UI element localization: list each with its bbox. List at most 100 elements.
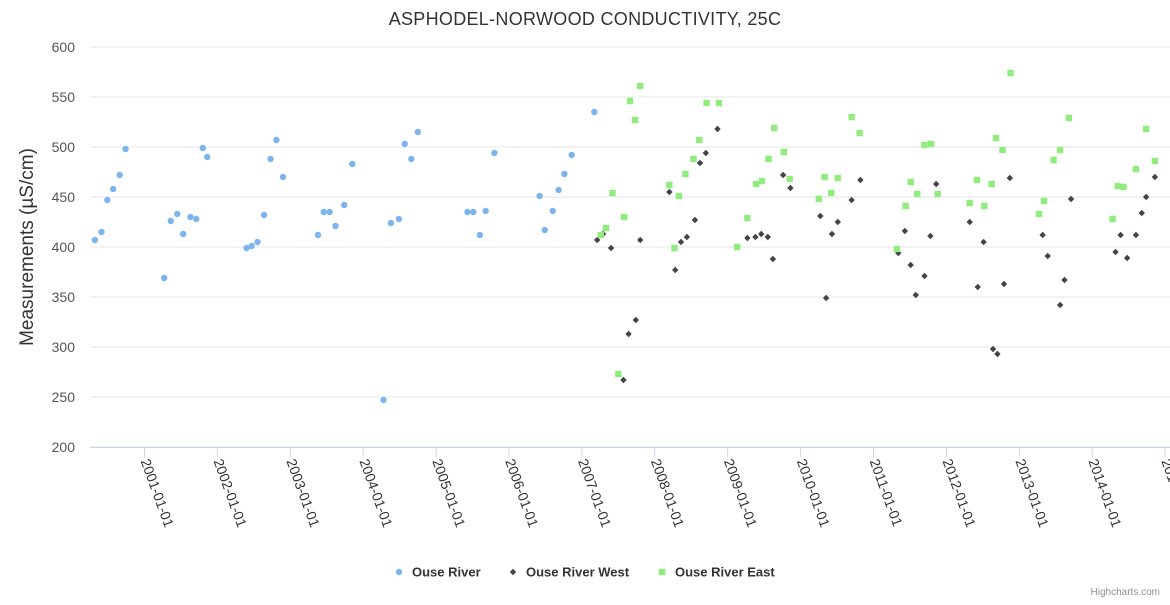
data-point[interactable] (273, 136, 280, 144)
data-point[interactable] (973, 176, 981, 184)
data-point[interactable] (1132, 165, 1140, 173)
data-point[interactable] (769, 255, 777, 263)
data-point[interactable] (243, 244, 250, 252)
data-point[interactable] (927, 232, 934, 240)
data-point[interactable] (1123, 254, 1131, 262)
data-point[interactable] (464, 208, 471, 216)
data-point[interactable] (395, 215, 403, 223)
data-point[interactable] (267, 155, 274, 163)
data-point[interactable] (470, 208, 477, 216)
data-point[interactable] (1061, 276, 1068, 284)
data-point[interactable] (248, 242, 255, 250)
data-point[interactable] (631, 116, 639, 124)
data-point[interactable] (160, 274, 168, 282)
legend-marker[interactable] (395, 568, 403, 576)
data-point[interactable] (568, 151, 575, 159)
data-point[interactable] (994, 350, 1001, 358)
data-point[interactable] (637, 82, 644, 90)
data-point[interactable] (536, 192, 543, 200)
data-point[interactable] (104, 196, 111, 204)
data-point[interactable] (857, 176, 864, 184)
data-point[interactable] (637, 236, 644, 244)
data-point[interactable] (703, 99, 710, 107)
data-point[interactable] (696, 159, 704, 167)
data-point[interactable] (682, 170, 689, 178)
data-point[interactable] (702, 149, 710, 157)
data-point[interactable] (401, 140, 408, 148)
data-point[interactable] (1120, 183, 1127, 191)
data-point[interactable] (320, 208, 328, 216)
data-point[interactable] (771, 124, 778, 132)
data-point[interactable] (1040, 197, 1048, 205)
data-point[interactable] (974, 283, 981, 291)
data-point[interactable] (856, 129, 863, 137)
data-point[interactable] (620, 376, 627, 384)
data-point[interactable] (1142, 125, 1150, 133)
data-point[interactable] (787, 184, 794, 192)
data-point[interactable] (934, 190, 941, 198)
data-point[interactable] (758, 230, 765, 238)
data-point[interactable] (174, 210, 181, 218)
legend-label[interactable]: Ouse River West (526, 565, 630, 580)
data-point[interactable] (780, 148, 788, 156)
data-point[interactable] (1151, 157, 1159, 165)
data-point[interactable] (609, 189, 616, 197)
data-point[interactable] (980, 238, 987, 246)
data-point[interactable] (1050, 156, 1057, 164)
data-point[interactable] (1138, 209, 1145, 217)
data-point[interactable] (109, 185, 117, 193)
data-point[interactable] (279, 173, 287, 181)
data-point[interactable] (98, 228, 105, 236)
data-point[interactable] (408, 155, 415, 163)
data-point[interactable] (591, 108, 598, 116)
data-point[interactable] (193, 215, 200, 223)
data-point[interactable] (912, 291, 919, 299)
data-point[interactable] (541, 226, 548, 234)
data-point[interactable] (966, 218, 973, 226)
data-point[interactable] (992, 134, 1000, 142)
data-point[interactable] (341, 201, 348, 209)
data-point[interactable] (744, 234, 751, 242)
data-point[interactable] (1044, 252, 1051, 260)
data-point[interactable] (1117, 231, 1124, 239)
data-point[interactable] (597, 231, 605, 239)
data-point[interactable] (714, 125, 721, 133)
data-point[interactable] (349, 160, 356, 168)
data-point[interactable] (914, 190, 921, 198)
legend-marker[interactable] (509, 568, 517, 576)
data-point[interactable] (733, 243, 741, 251)
data-point[interactable] (779, 171, 787, 179)
data-point[interactable] (187, 213, 194, 221)
data-point[interactable] (314, 231, 322, 239)
data-point[interactable] (632, 316, 640, 324)
data-point[interactable] (122, 145, 129, 153)
data-point[interactable] (932, 180, 940, 188)
data-point[interactable] (1056, 146, 1064, 154)
data-point[interactable] (179, 230, 187, 238)
credit-link[interactable]: Highcharts.com (1091, 587, 1160, 598)
data-point[interactable] (1132, 231, 1140, 239)
data-point[interactable] (907, 261, 914, 269)
legend-item-ouse-river[interactable]: Ouse River (395, 565, 481, 580)
data-point[interactable] (1039, 231, 1046, 239)
data-point[interactable] (988, 180, 995, 188)
data-point[interactable] (834, 218, 841, 226)
data-point[interactable] (715, 99, 723, 107)
data-point[interactable] (672, 266, 679, 274)
data-point[interactable] (476, 231, 484, 239)
data-point[interactable] (1035, 210, 1043, 218)
data-point[interactable] (167, 217, 174, 225)
data-point[interactable] (927, 140, 935, 148)
legend-item-ouse-river-west[interactable]: Ouse River West (509, 565, 630, 580)
data-point[interactable] (921, 272, 928, 280)
data-point[interactable] (387, 219, 395, 227)
data-point[interactable] (675, 192, 683, 200)
data-point[interactable] (907, 178, 914, 186)
data-point[interactable] (834, 174, 841, 182)
data-point[interactable] (1109, 215, 1116, 223)
data-point[interactable] (1065, 114, 1073, 122)
data-point[interactable] (828, 230, 836, 238)
data-point[interactable] (326, 208, 333, 216)
data-point[interactable] (491, 149, 498, 157)
data-point[interactable] (999, 146, 1006, 154)
